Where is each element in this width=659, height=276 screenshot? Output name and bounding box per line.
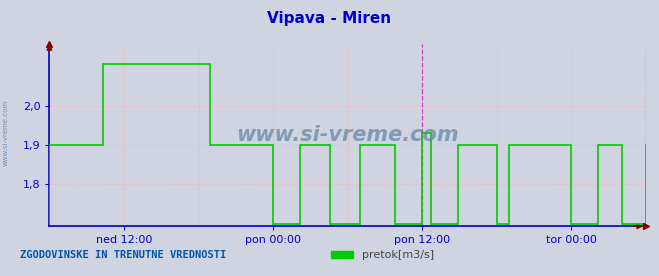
Legend: pretok[m3/s]: pretok[m3/s] (326, 246, 438, 265)
Text: www.si-vreme.com: www.si-vreme.com (237, 125, 459, 145)
Text: www.si-vreme.com: www.si-vreme.com (2, 99, 9, 166)
Text: ZGODOVINSKE IN TRENUTNE VREDNOSTI: ZGODOVINSKE IN TRENUTNE VREDNOSTI (20, 250, 226, 260)
Text: Vipava - Miren: Vipava - Miren (268, 11, 391, 26)
